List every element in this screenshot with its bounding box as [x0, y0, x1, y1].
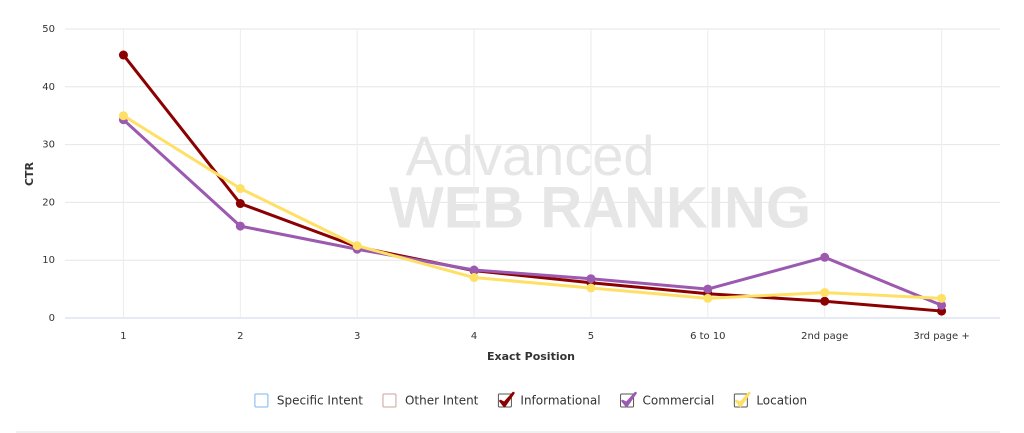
y-tick-label: 40 — [42, 82, 55, 93]
point — [820, 296, 830, 306]
y-tick-label: 0 — [49, 313, 55, 324]
legend-label: Commercial — [643, 394, 715, 408]
legend-label: Specific Intent — [277, 394, 363, 408]
legend-check — [499, 391, 515, 408]
legend-check — [735, 391, 751, 408]
x-tick-label: 2nd page — [801, 331, 848, 342]
point — [703, 293, 713, 303]
point — [703, 284, 713, 294]
y-axis-title: CTR — [23, 161, 36, 186]
x-tick-label: 3 — [354, 331, 360, 342]
point — [118, 50, 128, 60]
legend-label: Location — [756, 394, 807, 408]
point — [586, 283, 596, 293]
y-tick-label: 50 — [42, 24, 55, 35]
point — [235, 199, 245, 209]
y-tick-label: 20 — [42, 197, 55, 208]
legend-check — [621, 391, 637, 408]
point — [235, 221, 245, 231]
point — [235, 184, 245, 194]
watermark: Advanced — [405, 124, 654, 187]
x-tick-label: 3rd page + — [913, 331, 969, 342]
point — [469, 273, 479, 283]
point — [352, 241, 362, 251]
point — [820, 252, 830, 262]
series-line — [122, 114, 942, 300]
x-tick-label: 5 — [588, 331, 594, 342]
x-tick-label: 4 — [471, 331, 477, 342]
x-tick-label: 2 — [237, 331, 243, 342]
legend-label: Informational — [520, 394, 600, 408]
point — [586, 274, 596, 284]
point — [937, 300, 947, 310]
legend-checkbox — [254, 393, 269, 408]
legend-checkbox — [382, 393, 397, 408]
y-tick-label: 30 — [42, 140, 55, 151]
x-tick-label: 1 — [120, 331, 126, 342]
series-line — [122, 118, 943, 307]
point — [820, 288, 830, 298]
x-tick-label: 6 to 10 — [690, 331, 725, 342]
x-axis-title: Exact Position — [487, 350, 575, 363]
y-tick-label: 10 — [42, 255, 55, 266]
watermark: WEB RANKING — [389, 175, 811, 240]
point — [937, 293, 947, 303]
legend-label: Other Intent — [405, 394, 479, 408]
point — [118, 111, 128, 121]
point — [469, 265, 479, 275]
legend: Specific Intent Other Intent Informational… — [254, 391, 807, 408]
series-line — [122, 54, 942, 313]
